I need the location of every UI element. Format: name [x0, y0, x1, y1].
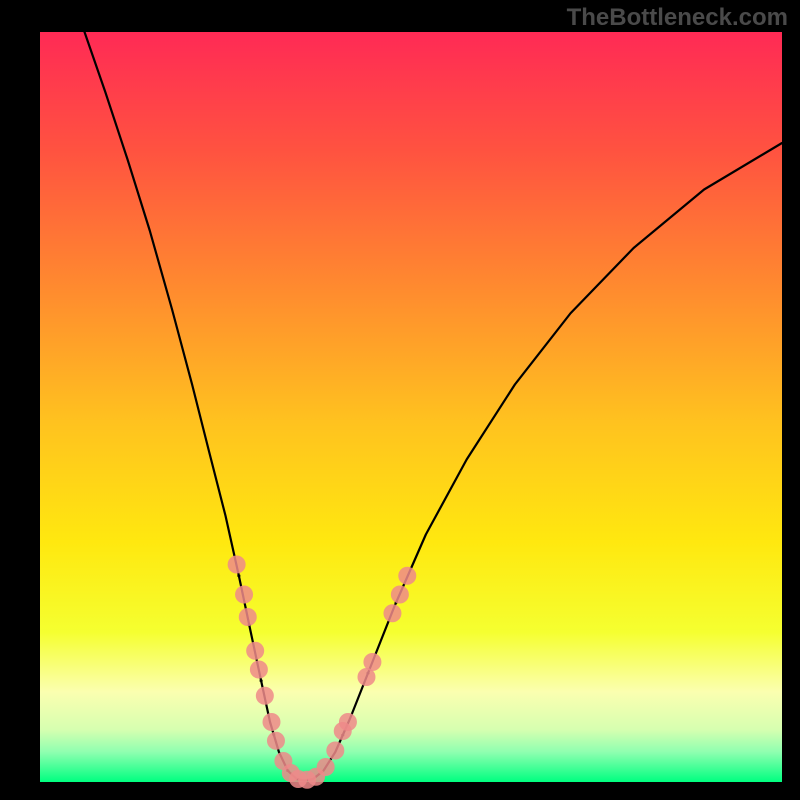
data-marker [326, 742, 344, 760]
data-marker [246, 642, 264, 660]
axis-tick [237, 575, 240, 577]
data-marker [383, 604, 401, 622]
chart-overlay [0, 0, 800, 800]
data-marker [228, 556, 246, 574]
data-marker [398, 567, 416, 585]
data-marker [317, 758, 335, 776]
data-marker [391, 586, 409, 604]
data-marker [235, 586, 253, 604]
data-marker [267, 732, 285, 750]
data-marker [363, 653, 381, 671]
data-marker [263, 713, 281, 731]
axis-tick [260, 680, 263, 682]
data-marker [256, 687, 274, 705]
data-marker [250, 661, 268, 679]
chart-frame: TheBottleneck.com [0, 0, 800, 800]
attribution-text: TheBottleneck.com [567, 4, 788, 32]
data-marker [339, 713, 357, 731]
data-marker [239, 608, 257, 626]
v-curve [85, 32, 782, 781]
